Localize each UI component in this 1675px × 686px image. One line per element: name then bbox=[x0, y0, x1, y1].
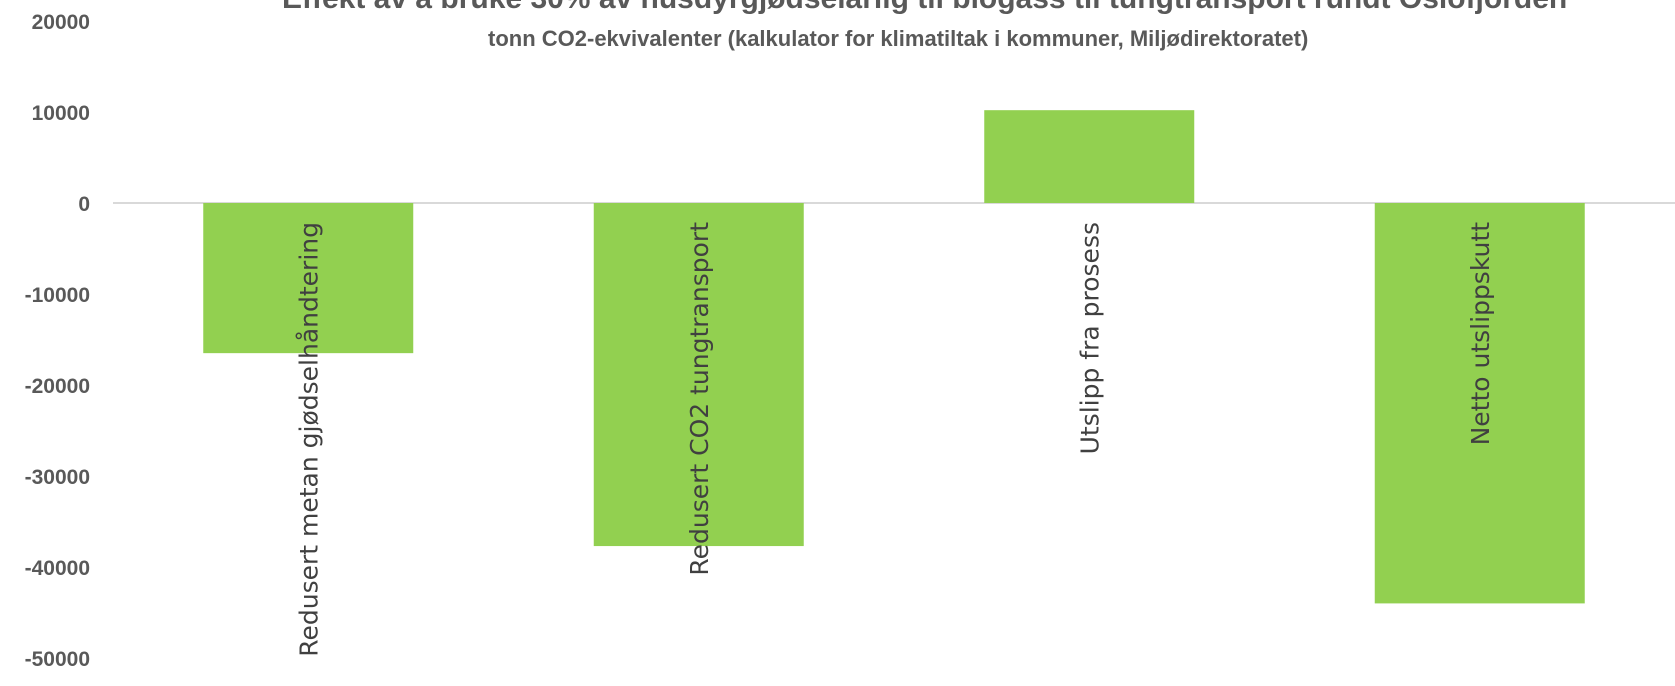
category-labels: Redusert metan gjødselhåndtering Redusert… bbox=[294, 222, 1495, 657]
y-tick-label: -30000 bbox=[25, 466, 90, 489]
y-tick-label: -40000 bbox=[25, 557, 90, 580]
category-label: Redusert metan gjødselhåndtering bbox=[294, 222, 323, 657]
y-tick-label: -20000 bbox=[25, 375, 90, 398]
y-tick-label: -50000 bbox=[25, 648, 90, 671]
y-tick-label: 0 bbox=[78, 193, 90, 216]
bar bbox=[203, 203, 414, 354]
y-tick-label: 10000 bbox=[32, 102, 90, 125]
y-axis-ticks: 20000 10000 0 -10000 -20000 -30000 -40000 -5000… bbox=[25, 11, 90, 671]
category-label: Netto utslippskutt bbox=[1466, 222, 1495, 446]
y-tick-label: -10000 bbox=[25, 284, 90, 307]
bar bbox=[1374, 203, 1585, 604]
chart-subtitle: tonn CO2-ekvivalenter (kalkulator for kl… bbox=[488, 26, 1308, 51]
category-label: Redusert CO2 tungtransport bbox=[685, 222, 714, 576]
bars-group bbox=[203, 110, 1585, 604]
bar bbox=[593, 203, 804, 547]
y-tick-label: 20000 bbox=[32, 11, 90, 34]
bar bbox=[984, 110, 1195, 203]
category-label: Utslipp fra prosess bbox=[1075, 222, 1104, 454]
chart-title: Effekt av å bruke 30% av husdyrgjødselår… bbox=[282, 0, 1567, 15]
